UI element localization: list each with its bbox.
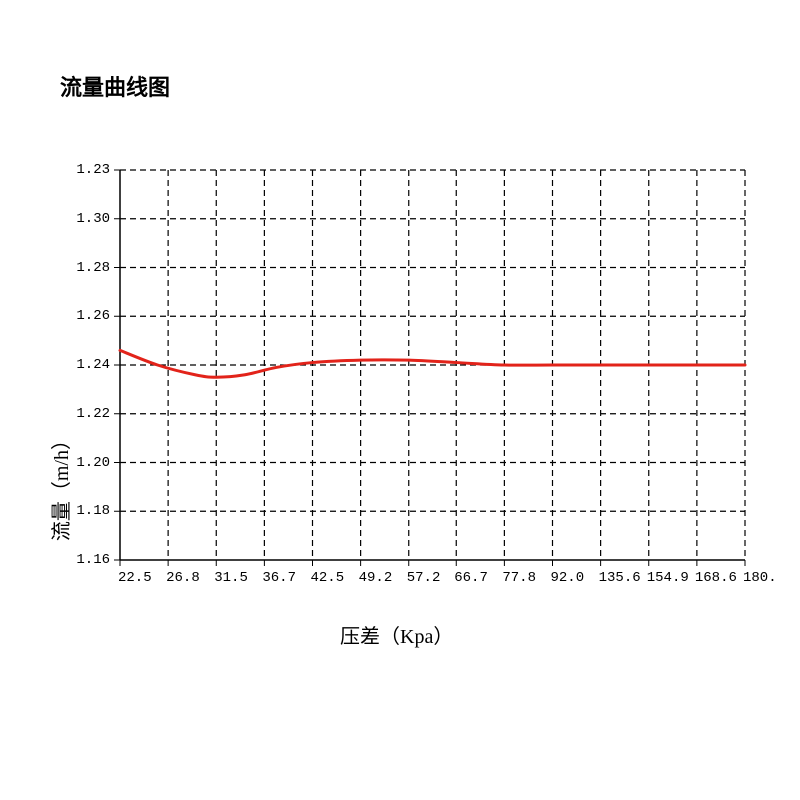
y-tick-label: 1.28: [76, 260, 110, 276]
y-tick-label: 1.26: [76, 308, 110, 324]
x-tick-label: 180.: [743, 570, 777, 586]
y-tick-label: 1.20: [76, 455, 110, 471]
x-tick-label: 154.9: [647, 570, 689, 586]
x-tick-label: 168.6: [695, 570, 737, 586]
x-tick-label: 42.5: [311, 570, 345, 586]
y-tick-label: 1.18: [76, 503, 110, 519]
y-tick-label: 1.24: [76, 357, 110, 373]
x-tick-label: 49.2: [359, 570, 393, 586]
x-tick-label: 92.0: [551, 570, 585, 586]
y-tick-label: 1.16: [76, 552, 110, 568]
x-tick-label: 66.7: [454, 570, 488, 586]
x-tick-label: 57.2: [407, 570, 441, 586]
x-tick-label: 31.5: [214, 570, 248, 586]
x-tick-label: 77.8: [502, 570, 536, 586]
x-tick-label: 36.7: [262, 570, 296, 586]
x-tick-label: 26.8: [166, 570, 200, 586]
x-tick-label: 135.6: [599, 570, 641, 586]
x-tick-label: 22.5: [118, 570, 152, 586]
flow-chart: [0, 0, 800, 800]
y-tick-label: 1.23: [76, 162, 110, 178]
y-tick-label: 1.30: [76, 211, 110, 227]
y-tick-label: 1.22: [76, 406, 110, 422]
